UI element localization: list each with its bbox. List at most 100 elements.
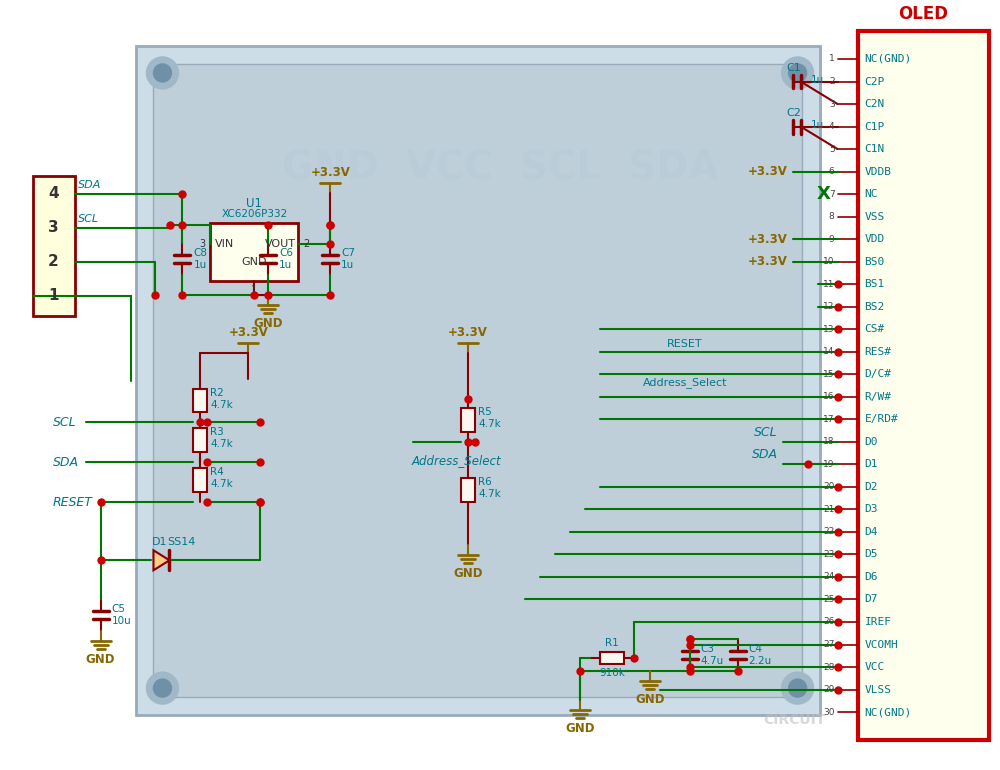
- Text: 11: 11: [823, 280, 835, 289]
- Text: 1: 1: [251, 285, 257, 295]
- Text: D1: D1: [864, 460, 878, 470]
- Text: CS#: CS#: [864, 324, 885, 334]
- Text: 2: 2: [829, 77, 835, 86]
- Text: 12: 12: [823, 302, 835, 311]
- Text: +3.3V: +3.3V: [228, 326, 268, 339]
- Text: VCC: VCC: [864, 662, 885, 672]
- Text: 1u: 1u: [811, 119, 824, 129]
- Circle shape: [782, 57, 814, 89]
- Text: IREF: IREF: [864, 617, 891, 627]
- Text: VIN: VIN: [215, 239, 234, 249]
- Text: C4: C4: [749, 644, 763, 654]
- Text: 4.7u: 4.7u: [701, 656, 724, 666]
- Text: 27: 27: [823, 640, 835, 649]
- Text: X: X: [817, 185, 830, 203]
- Text: D5: D5: [864, 550, 878, 560]
- Text: XC6206P332: XC6206P332: [221, 209, 287, 219]
- Text: 3: 3: [199, 239, 205, 249]
- Bar: [210, 223, 298, 281]
- Circle shape: [146, 57, 178, 89]
- Bar: [136, 46, 820, 715]
- Text: 29: 29: [823, 685, 835, 694]
- Text: 1u: 1u: [279, 259, 293, 270]
- Text: Address_Select: Address_Select: [411, 454, 501, 467]
- Text: 4.7k: 4.7k: [210, 400, 233, 410]
- Text: 7: 7: [829, 189, 835, 199]
- Text: E/RD#: E/RD#: [864, 414, 898, 424]
- Text: 4: 4: [829, 122, 835, 131]
- Text: 4.7k: 4.7k: [478, 420, 501, 430]
- Text: CIRCUIT: CIRCUIT: [763, 713, 826, 727]
- Text: 15: 15: [823, 370, 835, 379]
- Text: NC: NC: [864, 189, 878, 199]
- Text: C2P: C2P: [864, 76, 885, 86]
- Text: GND  VCC  SCL  SDA: GND VCC SCL SDA: [282, 150, 718, 188]
- Text: 21: 21: [823, 505, 835, 514]
- Text: 1u: 1u: [811, 75, 824, 85]
- Text: 30: 30: [823, 708, 835, 717]
- Text: C1: C1: [786, 62, 801, 72]
- Text: 4.7k: 4.7k: [478, 490, 501, 500]
- Text: SCL: SCL: [53, 416, 76, 429]
- Text: GND: GND: [254, 316, 283, 330]
- Bar: [600, 652, 624, 665]
- Circle shape: [789, 64, 807, 82]
- Text: R6: R6: [478, 477, 492, 487]
- Bar: [858, 31, 989, 740]
- Text: R/W#: R/W#: [864, 392, 891, 402]
- Text: 2: 2: [48, 254, 59, 270]
- Text: GND: GND: [565, 722, 595, 735]
- Text: BS0: BS0: [864, 256, 885, 266]
- Text: SDA: SDA: [53, 456, 79, 469]
- Text: 16: 16: [823, 392, 835, 401]
- Circle shape: [782, 672, 814, 704]
- Text: VLSS: VLSS: [864, 685, 891, 695]
- Text: D7: D7: [864, 594, 878, 604]
- Text: C2N: C2N: [864, 99, 885, 109]
- Text: C6: C6: [279, 248, 293, 258]
- Text: RES#: RES#: [864, 346, 891, 357]
- Text: NC(GND): NC(GND): [864, 707, 912, 717]
- Text: VDD: VDD: [864, 234, 885, 244]
- Text: 1: 1: [829, 55, 835, 63]
- Text: R4: R4: [210, 467, 224, 477]
- Text: SCL: SCL: [78, 214, 99, 224]
- Text: GND: GND: [635, 693, 665, 706]
- Text: 23: 23: [823, 550, 835, 559]
- Text: D2: D2: [864, 482, 878, 492]
- Text: +3.3V: +3.3V: [448, 326, 488, 339]
- Text: 18: 18: [823, 437, 835, 447]
- Text: R5: R5: [478, 407, 492, 417]
- Text: 10: 10: [823, 257, 835, 266]
- Text: 19: 19: [823, 460, 835, 469]
- Text: C3: C3: [701, 644, 715, 654]
- Bar: [461, 409, 475, 433]
- Text: BS2: BS2: [864, 302, 885, 312]
- Text: 28: 28: [823, 662, 835, 671]
- Text: 3: 3: [829, 99, 835, 109]
- Text: C5: C5: [112, 604, 126, 614]
- Text: D6: D6: [864, 572, 878, 582]
- Text: 2.2u: 2.2u: [749, 656, 772, 666]
- Bar: [33, 176, 75, 316]
- Text: C1P: C1P: [864, 122, 885, 132]
- Text: 10u: 10u: [112, 616, 131, 626]
- Text: 3: 3: [48, 220, 59, 236]
- Text: RESET: RESET: [53, 496, 92, 509]
- Circle shape: [153, 64, 171, 82]
- Text: 2: 2: [303, 239, 310, 249]
- Text: 26: 26: [823, 618, 835, 627]
- Bar: [193, 428, 207, 453]
- Text: C2: C2: [786, 108, 801, 118]
- Text: R3: R3: [210, 427, 224, 437]
- Text: OLED: OLED: [898, 5, 948, 23]
- Text: NC(GND): NC(GND): [864, 54, 912, 64]
- Text: GND: GND: [453, 567, 483, 581]
- Text: +3.3V: +3.3V: [748, 165, 788, 178]
- Text: D3: D3: [864, 504, 878, 514]
- Text: RESET: RESET: [667, 339, 703, 349]
- Text: 13: 13: [823, 325, 835, 333]
- Text: SDA: SDA: [752, 448, 778, 461]
- Text: BS1: BS1: [864, 280, 885, 290]
- Circle shape: [789, 679, 807, 697]
